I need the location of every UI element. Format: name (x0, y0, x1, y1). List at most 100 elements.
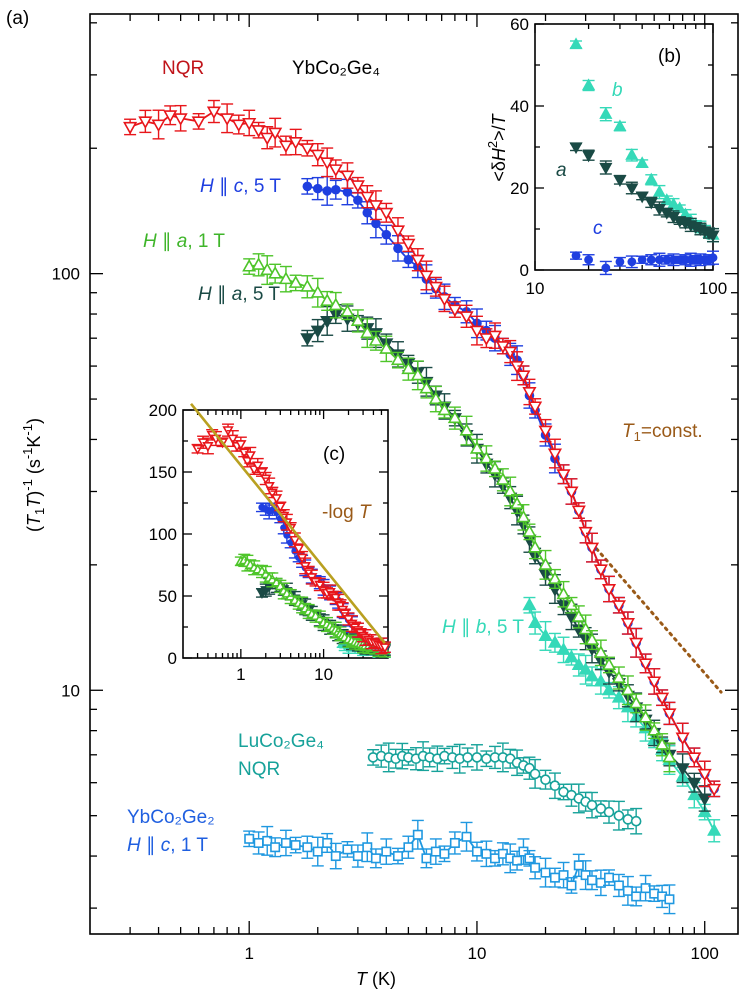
point-ybco-ge-h-c-1-t (604, 872, 615, 883)
point-h-a-1-t (495, 472, 510, 485)
point-a (599, 162, 613, 175)
point-nqr (662, 708, 677, 722)
point-nqr (479, 333, 494, 346)
inset-b-background (535, 24, 713, 270)
point-h-c-5-t (312, 183, 323, 194)
point-h-a-5-t (310, 325, 325, 339)
point-h-c-5-t (302, 181, 313, 192)
y-tick-label: 0 (520, 261, 529, 280)
point-ybco-ge-h-c-1-t (549, 872, 560, 883)
inset-b-y-label: <δH2>/T (485, 112, 509, 181)
point-nqr (328, 164, 343, 177)
point-nqr (293, 544, 305, 555)
point-c (655, 255, 664, 265)
point-h-a-1-t (479, 450, 494, 464)
point-nqr (191, 116, 206, 130)
point-nqr (123, 121, 138, 135)
point-b (666, 197, 681, 210)
y-tick-label: 200 (149, 401, 177, 420)
point-ybco-ge-h-c-1-t (290, 840, 301, 851)
point-h-a-1-t (516, 509, 531, 523)
main-series (123, 99, 723, 915)
point-h-a-1-t (538, 557, 553, 570)
point-nqr (697, 768, 712, 782)
point-c (637, 255, 647, 265)
point-nqr (638, 658, 653, 672)
point-a (706, 230, 720, 243)
point-nqr (231, 119, 246, 133)
point-nqr (547, 448, 563, 462)
point-nqr (459, 311, 474, 324)
point-nqr (510, 361, 525, 374)
point-h-b-5-t (601, 682, 617, 696)
label-h-a-5t: H ∥ a, 5 T (198, 284, 280, 305)
point-h-a-1-t (390, 352, 406, 366)
inset-c-log-fit-line (190, 402, 386, 644)
point-nqr (601, 584, 617, 597)
point-nqr (151, 119, 166, 133)
point-h-c-5-t (403, 254, 414, 265)
point-nqr (503, 346, 518, 360)
point-nqr (235, 440, 247, 451)
label-compound: YbCo₂Ge₄ (292, 58, 380, 79)
point-ybco-ge-h-c-1-t (558, 870, 569, 881)
point-nqr (447, 304, 462, 318)
point-ybco-ge-h-c-1-t (580, 870, 591, 881)
point-nqr (428, 281, 443, 295)
x-tick-label: 1 (236, 665, 245, 684)
point-h-a-5-t (300, 333, 315, 346)
point-nqr (584, 542, 600, 556)
point-ybco-ge-h-c-1-t (412, 829, 423, 840)
point-luco-ge-nqr (630, 815, 642, 827)
point-nqr (437, 293, 452, 307)
y-tick-label: 100 (52, 265, 80, 284)
point-h-a-1-t (459, 422, 474, 436)
point-h-a-1-t (401, 361, 416, 375)
point-ybco-ge-h-c-1-t (512, 855, 523, 866)
inset-b-label-a: a (556, 160, 567, 181)
point-b (613, 119, 627, 132)
point-h-a-1-t (328, 297, 343, 311)
point-h-a-1-t (437, 402, 452, 416)
label-h-b-5t: H ∥ b, 5 T (442, 617, 524, 638)
point-h-a-1-t (510, 496, 525, 509)
point-h-b-5-t (547, 635, 563, 648)
point-h-a-1-t (487, 461, 503, 474)
point-h-b-5-t (571, 657, 586, 670)
point-h-a-1-t (564, 597, 579, 611)
point-h-a-1-t (662, 749, 677, 763)
point-h-a-5-t (675, 763, 690, 776)
point-nqr (390, 225, 406, 239)
point-nqr (320, 157, 335, 170)
point-h-b-5-t (538, 628, 553, 641)
x-tick-label: 10 (467, 944, 486, 963)
point-h-a-1-t (428, 391, 443, 405)
point-b (652, 184, 667, 197)
point-ybco-ge-h-c-1-t (439, 848, 450, 859)
point-ybco-ge-h-c-1-t (622, 885, 633, 896)
label-h-c-5t: H ∥ c, 5 T (200, 176, 281, 197)
label-luco2ge4-nqr: NQR (238, 759, 280, 780)
panel-label-a: (a) (6, 8, 29, 29)
t1-const-dotted-line (590, 542, 723, 694)
point-b (569, 37, 583, 50)
inset-b-ticks: 10 100 0 20 40 60 (510, 15, 727, 298)
point-h-a-1-t (528, 539, 543, 553)
point-h-a-1-t (260, 262, 275, 276)
point-nqr (522, 386, 537, 400)
point-ybco-ge-h-c-1-t (518, 846, 529, 857)
point-h-a-1-t (638, 709, 653, 723)
point-nqr (350, 180, 365, 193)
point-ybco-ge-h-c-1-t (302, 842, 313, 853)
point-nqr (629, 637, 644, 651)
panel-label-c: (c) (323, 444, 345, 465)
point-ybco-ge-h-c-1-t (280, 837, 291, 848)
point-nqr (401, 238, 416, 252)
point-h-c-5-t (322, 186, 332, 196)
point-nqr (288, 137, 303, 150)
point-h-b-5-t (578, 662, 593, 675)
point-nqr (314, 580, 326, 591)
point-ybco-ge-h-c-1-t (330, 851, 341, 862)
point-h-a-1-t (251, 257, 266, 270)
